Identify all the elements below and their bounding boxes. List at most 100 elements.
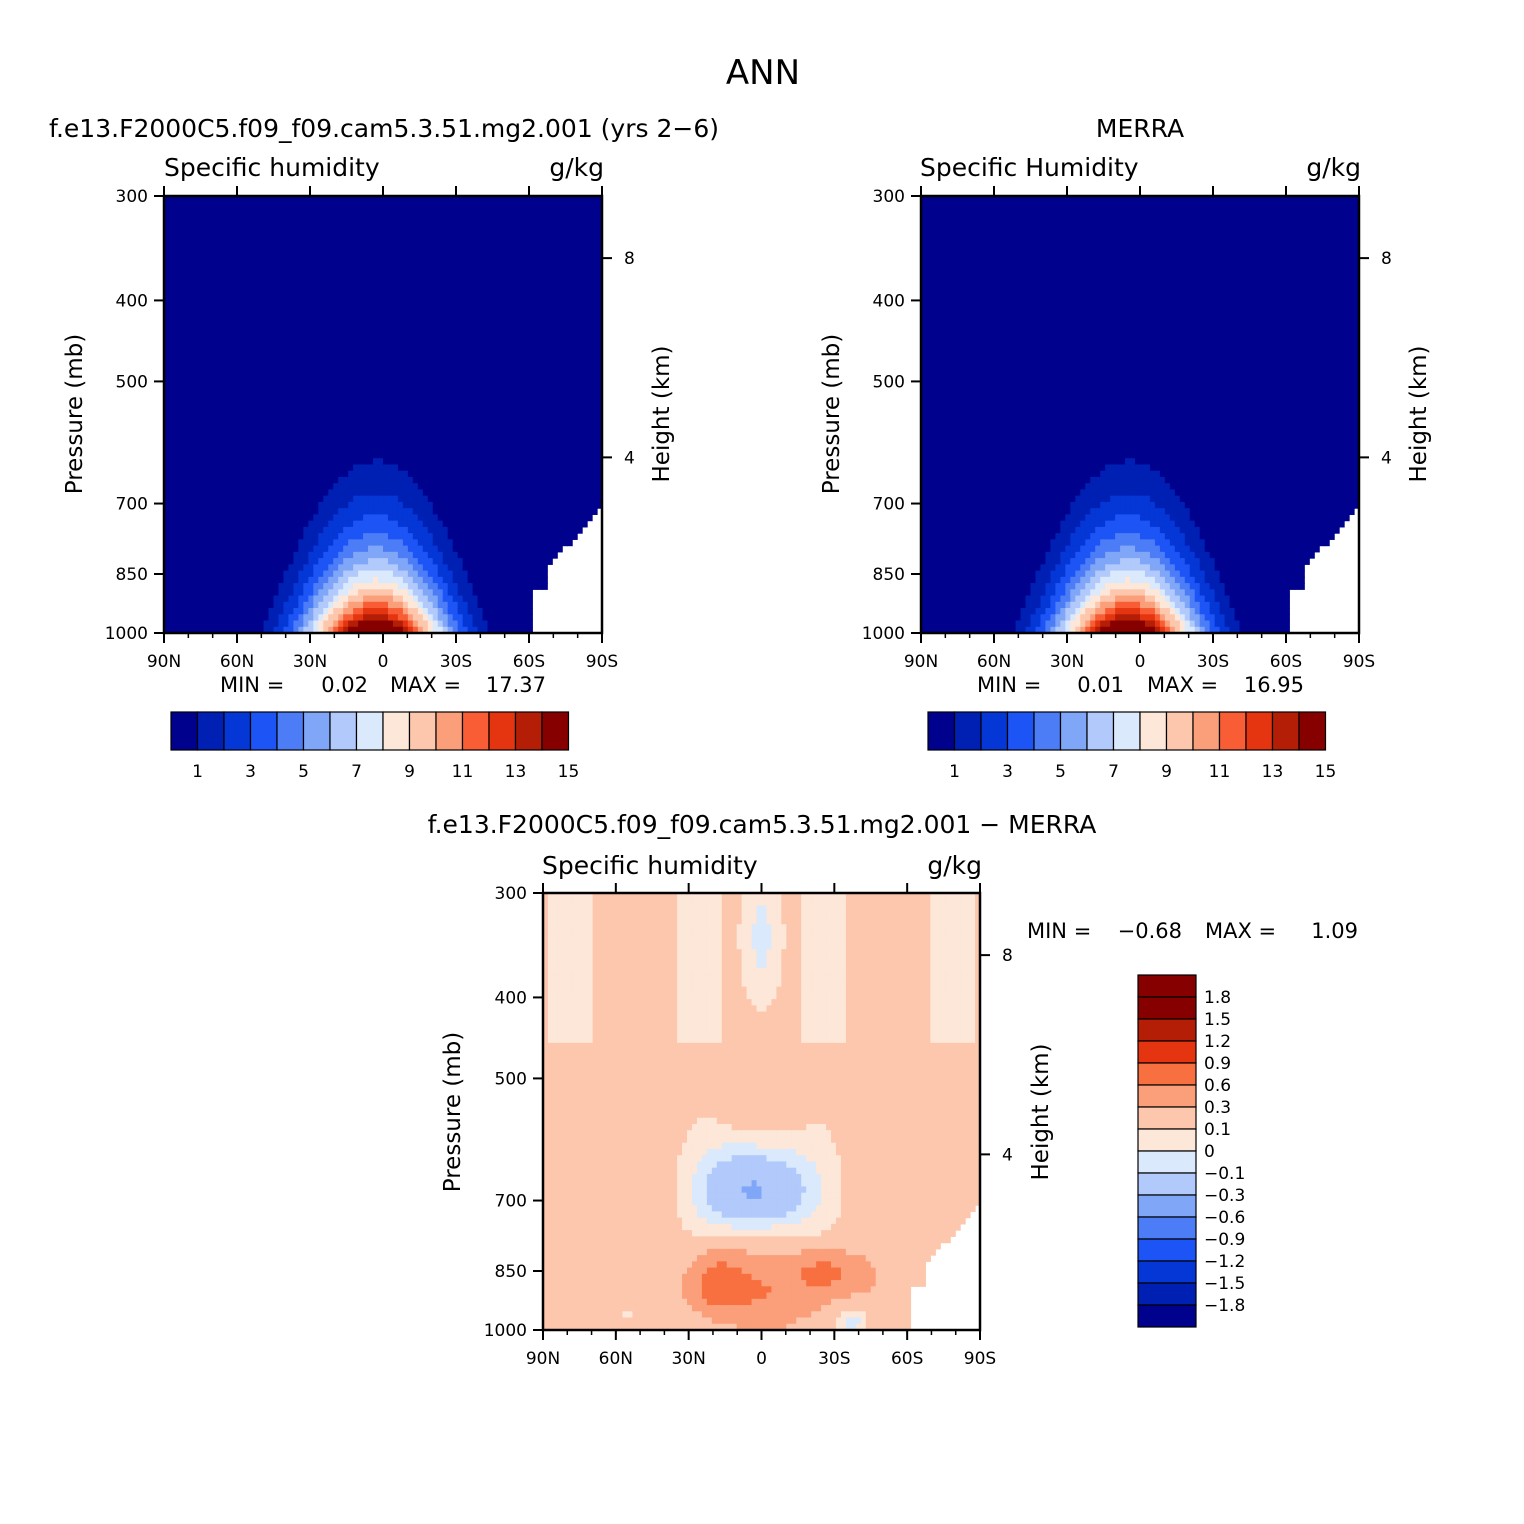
field-cell [318,439,324,447]
field-cell [378,583,384,590]
field-cell [228,389,235,397]
field-cell [422,270,429,278]
field-cell [183,483,190,491]
field-cell [308,520,314,528]
field-cell [278,526,285,534]
field-cell [193,458,200,466]
field-cell [323,302,329,309]
field-cell [198,426,205,434]
field-cell [387,208,394,216]
field-cell [333,395,339,403]
field-cell [253,420,260,428]
field-cell [283,508,290,515]
field-cell [417,352,424,359]
field-cell [442,308,449,316]
field-cell [462,364,469,372]
field-cell [178,233,185,241]
field-cell [492,526,499,534]
field-cell [218,608,225,615]
field-cell [258,283,265,291]
field-cell [422,327,429,334]
field-cell [188,589,195,597]
field-cell [402,508,409,515]
field-cell [412,402,419,409]
field-cell [168,420,175,428]
field-cell [397,495,404,503]
field-cell [502,564,509,572]
field-cell [512,302,518,309]
field-cell [208,277,215,284]
field-cell [422,339,429,347]
field-cell [358,508,364,515]
field-cell [507,501,514,509]
field-cell [278,439,285,447]
field-cell [198,196,205,203]
field-cell [467,595,474,603]
field-cell [507,626,514,634]
field-cell [198,476,205,484]
field-cell [293,489,299,497]
field-cell [283,595,290,603]
field-cell [213,302,220,309]
field-cell [373,214,379,222]
field-cell [243,570,250,578]
field-cell [512,445,518,453]
field-cell [402,620,409,628]
field-cell [223,252,230,260]
field-cell [164,352,170,359]
field-cell [178,433,185,441]
field-cell [293,389,299,397]
field-cell [208,408,215,416]
field-cell [477,533,484,540]
field-cell [348,227,354,235]
field-cell [308,377,314,384]
field-cell [293,358,299,366]
field-cell [253,508,260,515]
field-cell [447,489,454,497]
field-cell [378,208,384,216]
field-cell [363,258,369,266]
field-cell [383,377,389,384]
field-cell [378,352,384,359]
field-cell [223,426,230,434]
field-cell [497,614,504,622]
field-cell [452,252,459,260]
field-cell [293,277,299,284]
field-cell [462,227,469,235]
field-cell [462,389,469,397]
field-cell [208,208,215,216]
field-cell [378,483,384,491]
field-cell [497,370,504,378]
field-cell [328,564,334,572]
field-cell [502,264,509,272]
field-cell [318,283,324,291]
field-cell [497,620,504,628]
field-cell [298,239,304,247]
field-cell [487,383,494,391]
field-cell [228,258,235,266]
field-cell [417,370,424,378]
field-cell [442,470,449,478]
field-cell [462,333,469,341]
field-cell [397,414,404,422]
field-cell [417,252,424,260]
field-cell [178,576,185,584]
field-cell [492,626,499,634]
field-cell [208,558,215,565]
field-cell [507,389,514,397]
field-cell [462,545,469,553]
field-cell [193,345,200,353]
field-cell [358,470,364,478]
field-cell [422,233,429,241]
field-cell [482,451,489,459]
field-cell [383,314,389,322]
field-cell [507,420,514,428]
field-cell [407,426,414,434]
field-cell [213,526,220,534]
field-cell [248,258,255,266]
field-cell [178,614,185,622]
field-cell [178,589,185,597]
field-cell [333,608,339,615]
field-cell [397,308,404,316]
field-cell [497,539,504,547]
